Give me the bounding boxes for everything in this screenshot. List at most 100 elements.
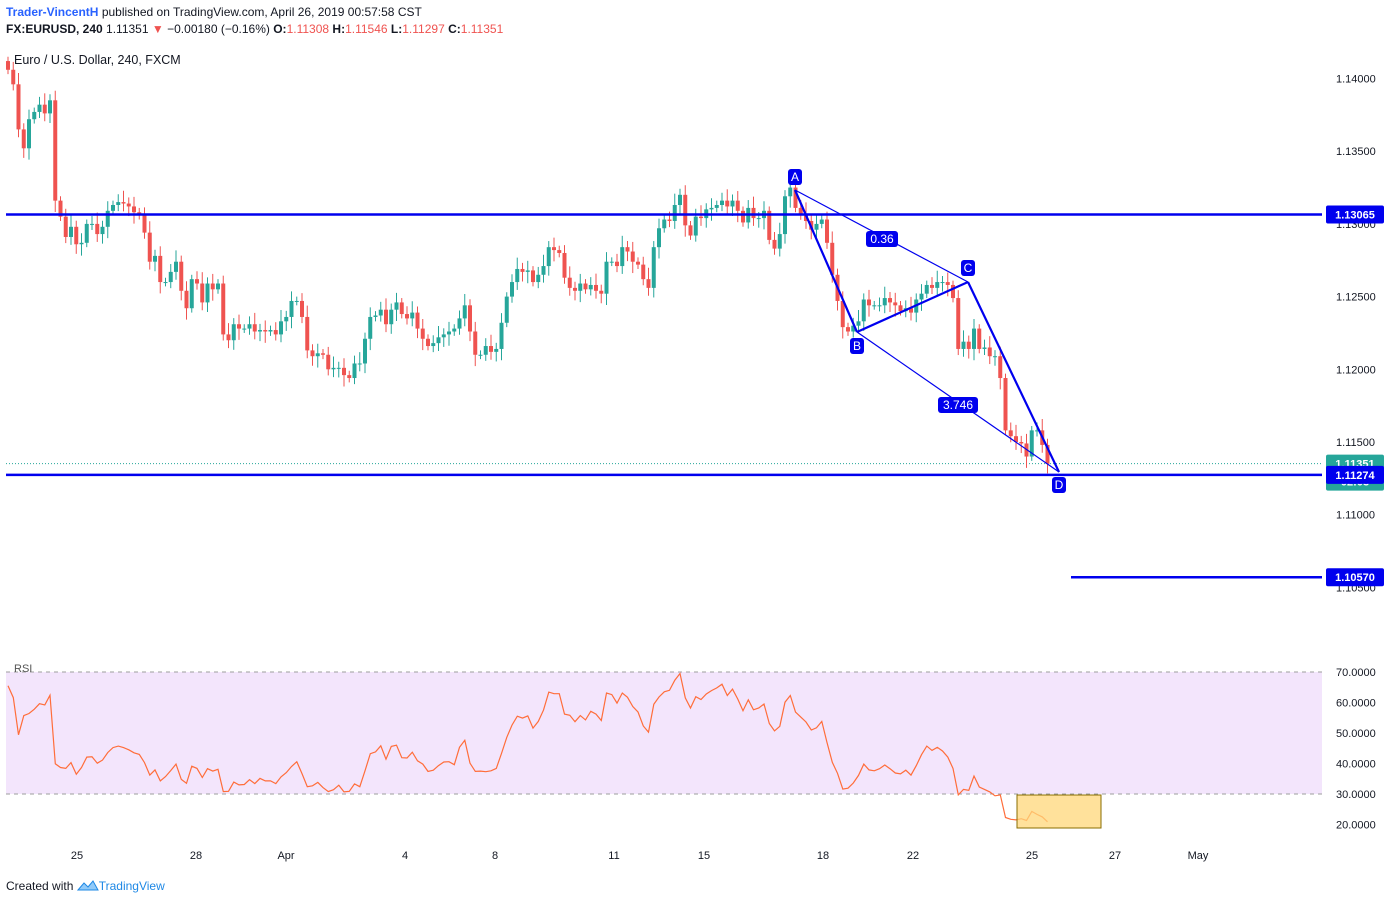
rsi-axis[interactable]: 70.0000 60.0000 50.0000 40.0000 30.0000 20.00… [1336, 667, 1376, 832]
level-tag: 1.11274 [1335, 470, 1375, 482]
candle-body [16, 84, 21, 130]
candle-body [846, 327, 850, 332]
candle-body [777, 234, 782, 249]
rsi-label: RSI [14, 663, 32, 675]
level-tag: 1.13065 [1335, 209, 1375, 221]
open-label: O: [273, 22, 287, 36]
candle-body [142, 215, 147, 233]
candle-body [573, 287, 577, 291]
time-tick-label: 27 [1109, 850, 1121, 862]
candle-body [368, 316, 373, 339]
candle-body [541, 266, 546, 275]
last-price: 1.11351 [106, 22, 149, 36]
time-axis[interactable]: 25 28 Apr 4 8 11 15 18 22 25 27 May [71, 850, 1209, 862]
pattern-point-label: D [1055, 478, 1064, 492]
rsi-tick-label: 60.0000 [1336, 698, 1376, 710]
candle-body [630, 251, 635, 262]
candle-body [972, 328, 976, 349]
candle-body [520, 268, 525, 272]
time-tick-label: 11 [608, 850, 619, 862]
candle-body [363, 338, 367, 364]
candle-body [147, 232, 152, 262]
footer: Created with TradingView [6, 879, 165, 894]
candle-body [893, 302, 898, 306]
rsi-tick-label: 70.0000 [1336, 667, 1376, 679]
candle-body [200, 283, 205, 303]
candle-body [840, 300, 845, 328]
candle-body [321, 353, 325, 355]
candle-body [310, 350, 315, 357]
candle-body [966, 341, 971, 349]
tradingview-brand[interactable]: TradingView [98, 879, 165, 893]
candle-body [798, 207, 803, 214]
candle-body [415, 312, 420, 329]
candle-body [620, 247, 625, 267]
time-tick-label: 18 [817, 850, 829, 862]
candle-body [352, 363, 357, 379]
time-tick-label: 4 [402, 850, 408, 862]
candle-body [90, 223, 94, 225]
open-value: 1.11308 [286, 22, 330, 36]
candle-body [756, 218, 761, 220]
candle-body [436, 337, 441, 344]
candle-body [95, 223, 100, 235]
candle-body [189, 279, 194, 309]
price-tick-label: 1.12000 [1336, 364, 1376, 376]
candle-body [562, 252, 567, 278]
candle-body [651, 247, 656, 288]
candle-body [216, 283, 220, 290]
symbol-label[interactable]: FX:EURUSD, 240 [6, 22, 103, 36]
candle-body [699, 216, 703, 219]
candle-body [688, 225, 693, 236]
candle-body [678, 194, 682, 205]
candle-body [599, 290, 604, 294]
candle-body [389, 309, 394, 325]
candle-body [583, 283, 588, 290]
candle-body [940, 282, 945, 284]
candle-body [499, 322, 504, 349]
candle-body [37, 104, 42, 112]
time-tick-label: 25 [71, 850, 83, 862]
candle-body [27, 119, 31, 149]
candle-body [305, 316, 310, 351]
candle-body [578, 283, 583, 291]
candle-body [126, 203, 131, 207]
fib-ratio-label: 3.746 [943, 398, 973, 412]
pattern-bc-leg [856, 280, 969, 334]
candle-body [1029, 430, 1034, 457]
time-tick-label: 15 [698, 850, 710, 862]
candle-body [588, 284, 593, 290]
candle-body [237, 324, 241, 329]
price-tick-label: 1.12500 [1336, 292, 1376, 304]
high-value: 1.11546 [345, 22, 388, 36]
candle-body [447, 331, 451, 335]
candle-body [730, 200, 735, 207]
candle-body [462, 305, 467, 319]
pattern-point-label-bg [788, 169, 802, 185]
candle-body [720, 200, 724, 205]
time-tick-label: 28 [190, 850, 202, 862]
price-axis[interactable]: 1.140001.135001.130001.125001.120001.115… [1336, 74, 1376, 595]
candle-body [378, 309, 383, 316]
high-label: H: [332, 22, 346, 36]
time-tick-label: 8 [492, 850, 498, 862]
candle-body [741, 210, 745, 223]
candle-body [867, 299, 871, 306]
fib-ratio-label-bg [866, 231, 898, 247]
time-tick-label: 25 [1026, 850, 1038, 862]
author-link[interactable]: Trader-VincentH [6, 5, 99, 19]
candle-body [315, 353, 320, 357]
candle-body [851, 325, 856, 332]
candle-body [536, 274, 541, 283]
candle-body [163, 282, 168, 284]
pattern-point-label-bg [850, 338, 864, 354]
pattern-point-label-bg [1052, 477, 1066, 493]
candle-body [473, 331, 478, 355]
candle-body [1014, 436, 1018, 442]
candle-body [431, 343, 436, 347]
candle-body [384, 309, 388, 325]
candle-body [48, 100, 52, 114]
candle-body [226, 334, 231, 341]
candlestick-series [6, 56, 1050, 474]
